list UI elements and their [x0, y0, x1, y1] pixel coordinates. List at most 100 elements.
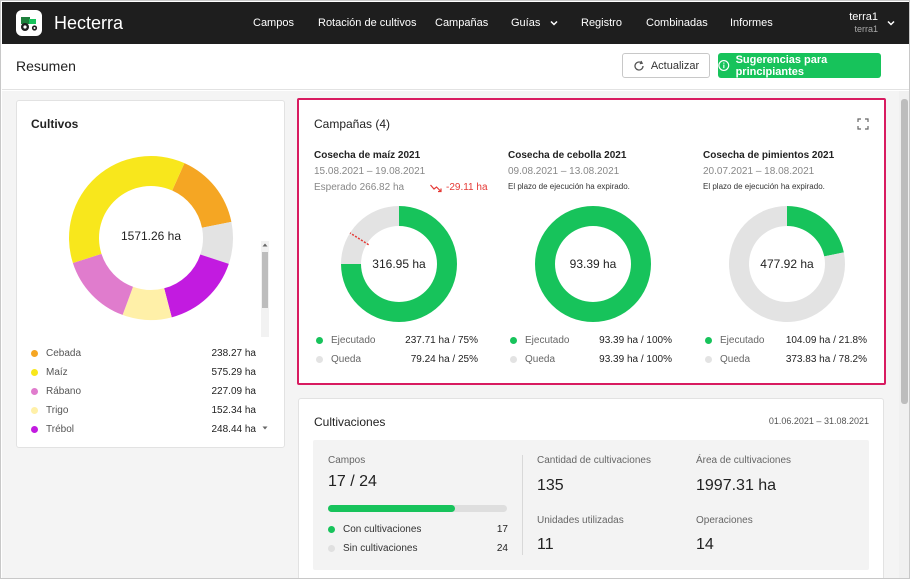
campaign-diff-value: -29.11 ha — [446, 182, 488, 193]
crop-value: 152.34 ha — [211, 404, 257, 416]
legend-swatch — [705, 355, 712, 363]
top-navbar: Hecterra Campos Rotación de cultivos Cam… — [2, 2, 909, 44]
crop-name: Cebada — [46, 347, 82, 359]
campaign-dates: 15.08.2021 – 19.08.2021 — [314, 166, 426, 177]
operations-value: 14 — [696, 536, 714, 553]
nav-rotacion[interactable]: Rotación de cultivos — [318, 2, 416, 44]
crop-name: Maíz — [46, 366, 68, 378]
crop-value: 238.27 ha — [211, 347, 257, 359]
refresh-icon — [634, 60, 644, 71]
crop-value: 248.44 ha — [211, 423, 257, 435]
crop-slice-trébol[interactable] — [164, 254, 229, 318]
campaign-expired-note: El plazo de ejecución ha expirado. — [703, 182, 825, 191]
executed-value: 93.39 ha / 100% — [599, 334, 672, 346]
crop-value: 575.29 ha — [211, 366, 257, 378]
nav-informes[interactable]: Informes — [730, 2, 773, 44]
executed-slice[interactable] — [341, 206, 457, 322]
crop-name: Rábano — [46, 385, 82, 397]
remaining-label: Queda — [331, 353, 362, 365]
cultivations-area-value: 1997.31 ha — [696, 477, 777, 494]
nav-campos[interactable]: Campos — [253, 2, 294, 44]
nav-label: Informes — [730, 17, 773, 29]
remaining-label: Queda — [525, 353, 556, 365]
fields-label: Campos — [328, 455, 366, 466]
crop-legend-item[interactable]: Rábano 227.09 ha — [31, 383, 256, 399]
cultivations-count-value: 135 — [537, 477, 564, 494]
user-name: terra1 — [849, 11, 878, 23]
chevron-down-icon — [550, 20, 558, 26]
remaining-slice[interactable] — [729, 206, 845, 322]
campaign-name: Cosecha de pimientos 2021 — [703, 150, 835, 161]
nav-campanas[interactable]: Campañas — [435, 2, 488, 44]
remaining-row: Queda 373.83 ha / 78.2% — [705, 352, 867, 366]
crop-legend-item[interactable]: Cebada 238.27 ha — [31, 345, 256, 361]
cultivations-date-range[interactable]: 01.06.2021 – 31.08.2021 — [768, 416, 869, 426]
nav-combinadas[interactable]: Combinadas — [646, 2, 708, 44]
crop-legend-item[interactable]: Trigo 152.34 ha — [31, 402, 256, 418]
campaigns-title: Campañas (4) — [314, 117, 391, 131]
trend-down-icon — [430, 184, 442, 192]
executed-value: 237.71 ha / 75% — [405, 334, 478, 346]
stats-divider — [522, 455, 523, 555]
executed-row: Ejecutado 104.09 ha / 21.8% — [705, 333, 867, 347]
crop-slice-other[interactable] — [200, 221, 234, 264]
nav-guias-dropdown[interactable]: Guías — [511, 2, 559, 44]
scroll-down-arrow-icon[interactable] — [261, 424, 269, 432]
remaining-value: 79.24 ha / 25% — [410, 353, 478, 365]
beginner-tips-button[interactable]: Sugerencias para principiantes — [718, 53, 881, 78]
campaign-pepper[interactable]: Cosecha de pimientos 2021 20.07.2021 – 1… — [703, 100, 883, 370]
page-title: Resumen — [16, 58, 76, 74]
crops-legend-scrollbar-thumb[interactable] — [262, 252, 268, 308]
campaign-total: 93.39 ha — [569, 257, 617, 271]
crop-slice-cebada[interactable] — [172, 163, 232, 228]
info-icon — [718, 60, 730, 71]
nav-label: Registro — [581, 17, 622, 29]
crop-name: Trébol — [46, 423, 74, 435]
fields-with-label: Con cultivaciones — [343, 523, 422, 535]
executed-row: Ejecutado 237.71 ha / 75% — [316, 333, 478, 347]
remaining-value: 373.83 ha / 78.2% — [785, 353, 867, 365]
legend-swatch — [316, 355, 323, 363]
remaining-row: Queda 93.39 ha / 100% — [510, 352, 672, 366]
fields-without-label: Sin cultivaciones — [343, 542, 418, 554]
legend-swatch — [31, 368, 38, 376]
page-scrollbar-thumb[interactable] — [901, 99, 908, 404]
operations-label: Operaciones — [696, 515, 753, 526]
tractor-logo-icon[interactable] — [16, 10, 42, 36]
campaign-total: 477.92 ha — [760, 257, 814, 271]
legend-swatch — [510, 355, 517, 363]
campaign-expected: Esperado 266.82 ha — [314, 182, 405, 193]
campaign-name: Cosecha de cebolla 2021 — [508, 150, 627, 161]
campaign-total: 316.95 ha — [372, 257, 426, 271]
user-menu[interactable]: terra1 terra1 — [849, 11, 896, 35]
executed-slice[interactable] — [534, 206, 651, 322]
campaign-onion[interactable]: Cosecha de cebolla 2021 09.08.2021 – 13.… — [508, 100, 688, 370]
nav-label: Rotación de cultivos — [318, 17, 417, 29]
campaign-donut-chart — [341, 206, 457, 322]
remaining-slice[interactable] — [341, 206, 399, 264]
scroll-up-arrow-icon[interactable] — [261, 241, 269, 249]
executed-label: Ejecutado — [720, 334, 765, 346]
user-login: terra1 — [854, 24, 878, 34]
crop-legend-item[interactable]: Maíz 575.29 ha — [31, 364, 256, 380]
executed-slice[interactable] — [787, 206, 844, 257]
app-brand[interactable]: Hecterra — [54, 13, 124, 33]
crop-slice-maíz[interactable] — [68, 156, 185, 263]
nav-label: Combinadas — [646, 17, 708, 29]
nav-registro[interactable]: Registro — [581, 2, 622, 44]
fields-progress-track — [328, 505, 507, 512]
expand-icon[interactable] — [857, 118, 869, 130]
crops-total: 1571.26 ha — [120, 229, 182, 243]
crop-slice-rábano[interactable] — [72, 253, 134, 315]
campaign-corn[interactable]: Cosecha de maíz 2021 15.08.2021 – 19.08.… — [314, 100, 494, 370]
refresh-button[interactable]: Actualizar — [622, 53, 710, 78]
nav-label: Campos — [253, 17, 294, 29]
campaign-diff: -29.11 ha — [430, 182, 488, 193]
remaining-label: Queda — [720, 353, 751, 365]
crops-card: Cultivos 1571.26 ha Cebada 238.27 ha Maíz… — [16, 100, 285, 448]
crop-legend-item[interactable]: Trébol 248.44 ha — [31, 421, 256, 437]
crop-slice-trigo[interactable] — [122, 286, 172, 320]
fields-with-row: Con cultivaciones 17 — [328, 522, 508, 536]
legend-swatch — [328, 525, 335, 533]
